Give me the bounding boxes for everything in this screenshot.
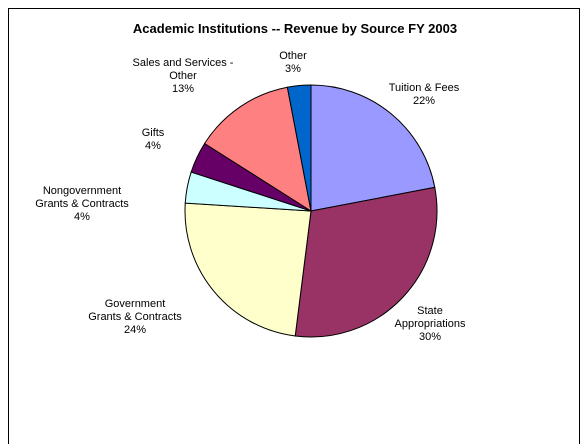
slice-label-state-appropriations: State Appropriations 30% [395,305,466,343]
pie-chart: Tuition & Fees 22% State Appropriations 30% G… [35,50,466,343]
slice-label-nongovernment-grants-contracts: Nongovernment Grants & Contracts 4% [35,185,129,223]
pie-slice-sales-and-services-other [203,86,312,213]
slice-label-government-grants-contracts: Government Grants & Contracts 24% [88,298,182,336]
pie-slice-other [286,84,312,212]
pie-slice-state-appropriations [294,186,438,338]
chart-title: Academic Institutions -- Revenue by Sour… [132,21,458,36]
pie-slice-government-grants-contracts [184,202,312,337]
pie-slice-tuition-fees [310,84,436,212]
slice-label-tuition-fees: Tuition & Fees 22% [389,82,460,107]
slice-label-sales-and-services-other: Sales and Services -Other 13% [133,57,234,95]
chart-area: Academic Institutions -- Revenue by Sour… [8,8,580,444]
slice-label-other: Other 3% [279,50,307,75]
slice-label-gifts: Gifts 4% [142,127,165,152]
